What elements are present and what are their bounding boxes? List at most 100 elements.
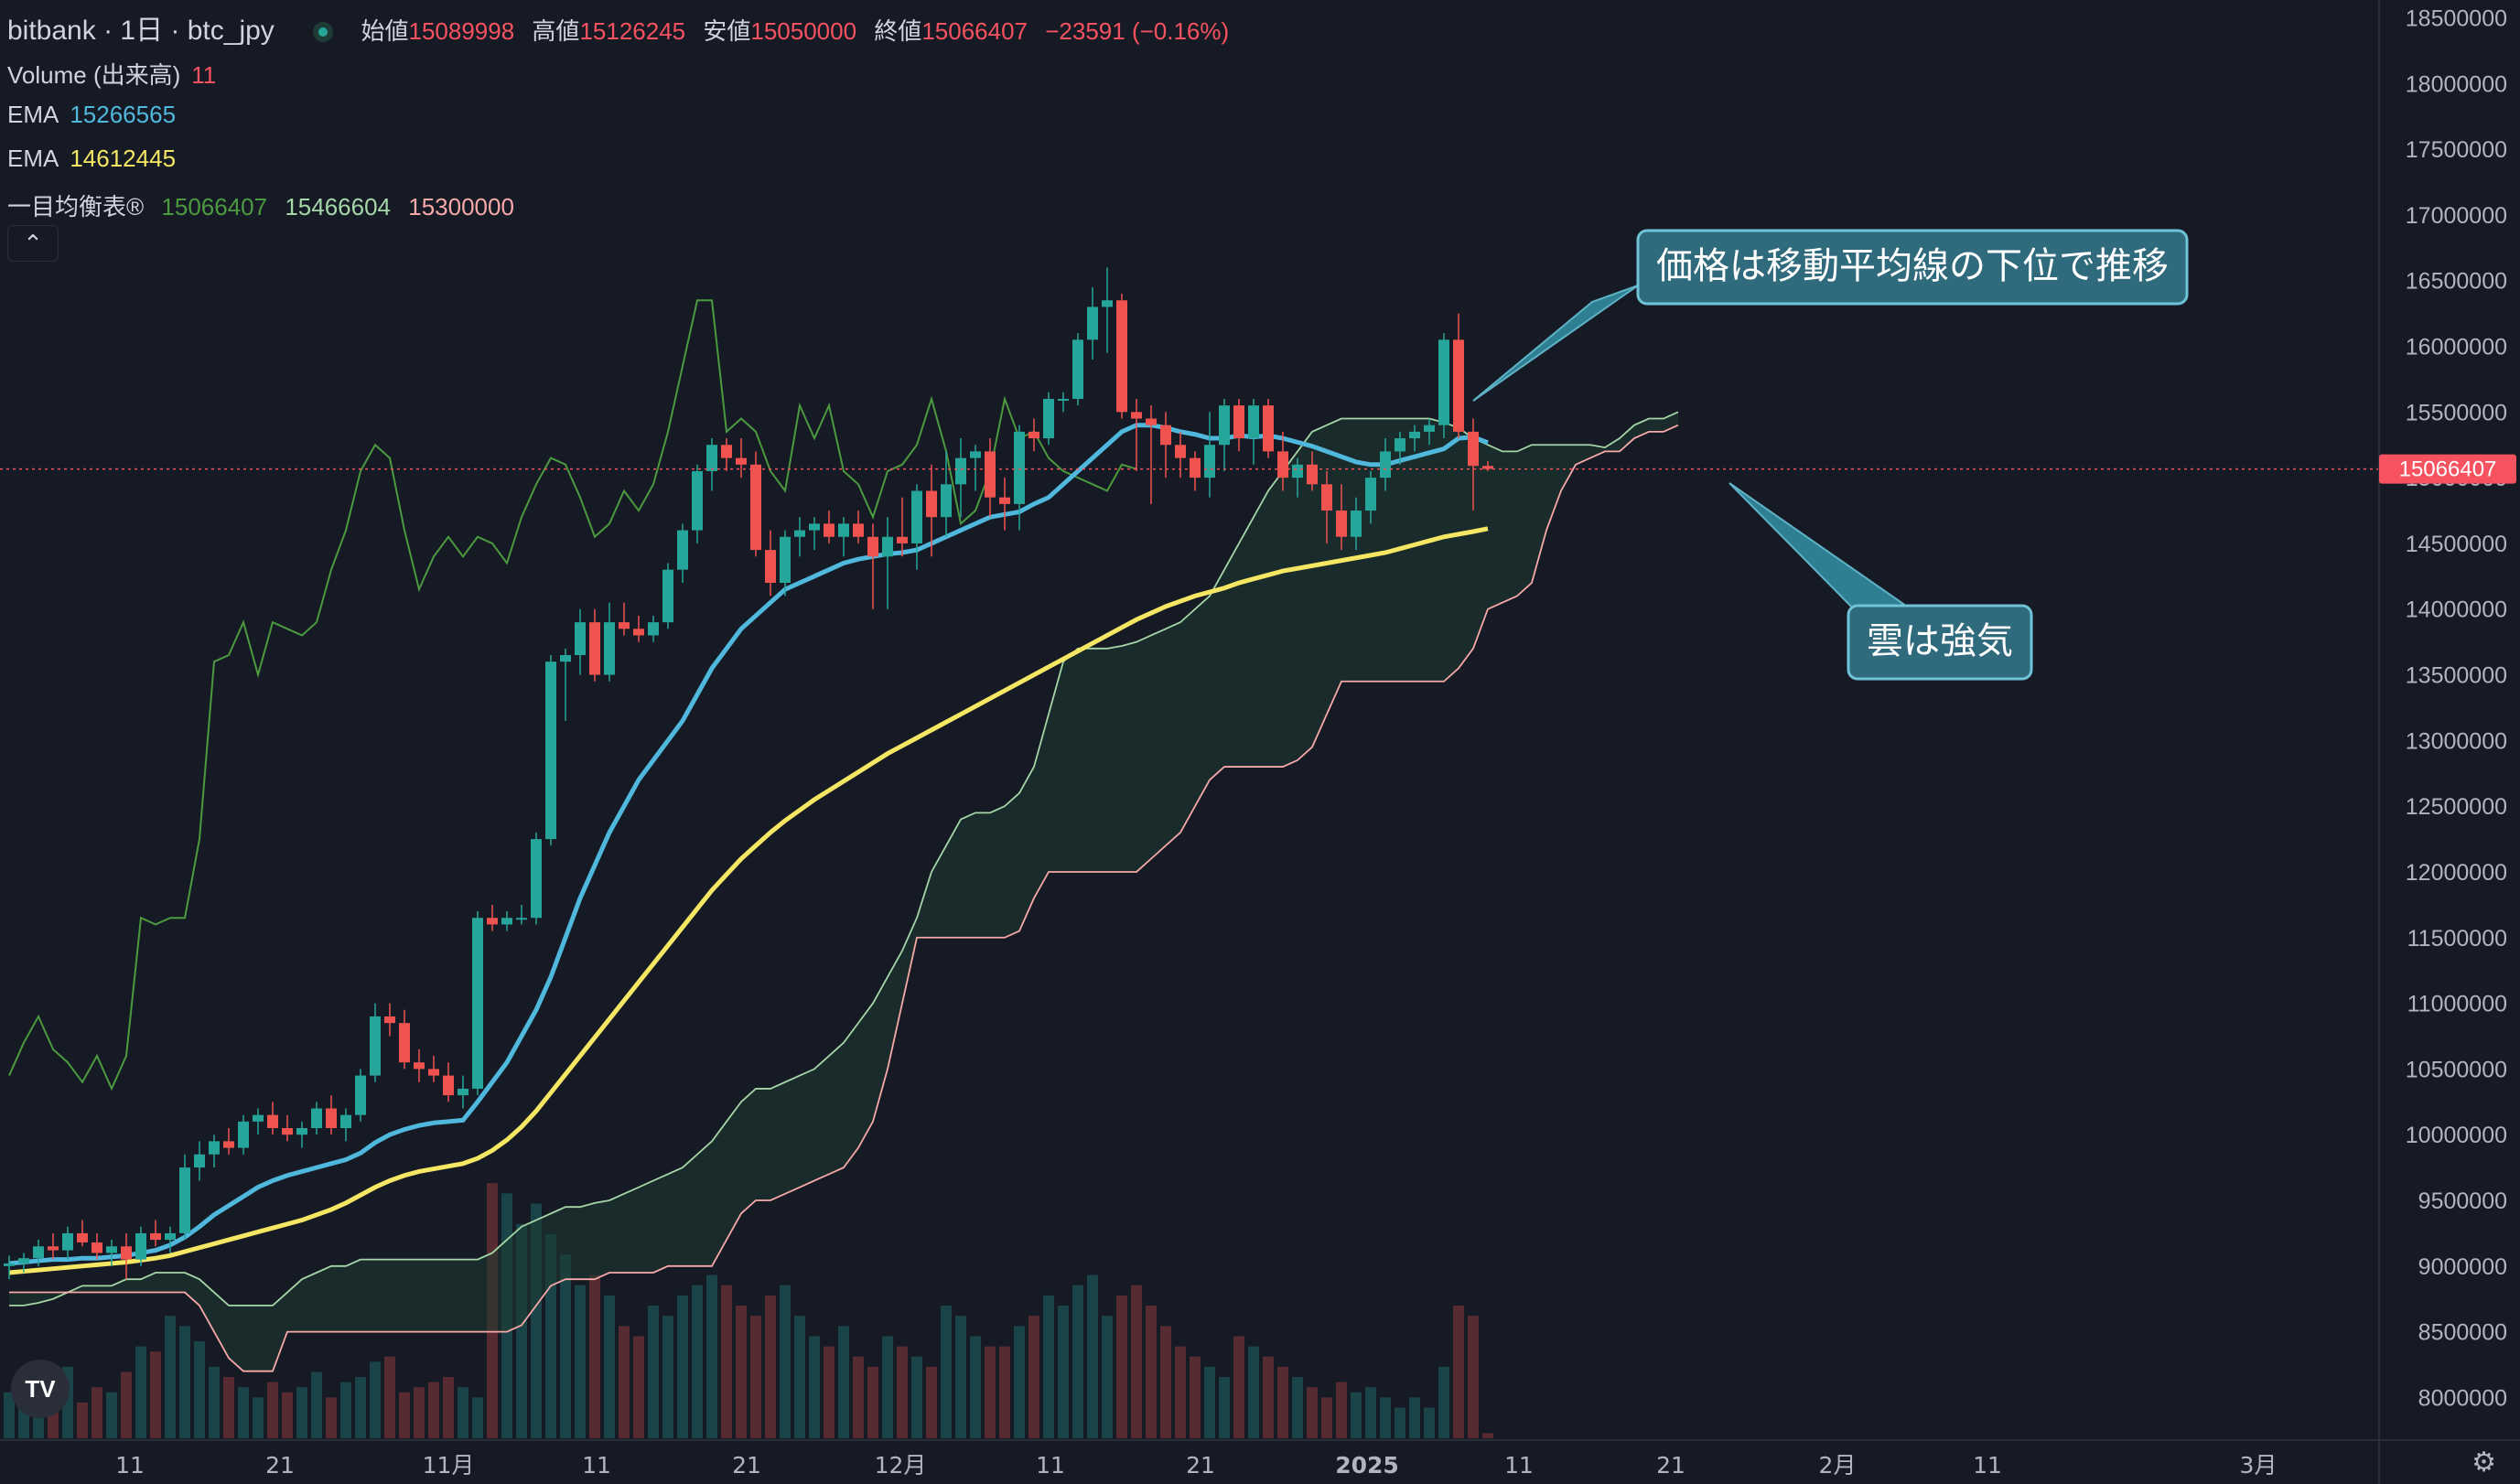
- volume-bar: [428, 1382, 439, 1438]
- candle-body: [1175, 445, 1186, 458]
- volume-bar: [853, 1356, 864, 1438]
- volume-bar: [458, 1387, 468, 1438]
- volume-bar: [179, 1326, 190, 1438]
- candle-body: [1292, 464, 1303, 479]
- time-axis[interactable]: 11 21 11月 11 21 12月 11 21 2025 11 21 2月 11 3月: [115, 1452, 2277, 1479]
- candle: [296, 1121, 307, 1148]
- high-value: 15126245: [579, 17, 686, 45]
- candle-body: [1468, 431, 1479, 467]
- candle-body: [296, 1128, 307, 1135]
- candle-body: [282, 1128, 293, 1135]
- candle: [399, 1009, 410, 1070]
- change-value: −23591 (−0.16%): [1045, 17, 1230, 45]
- volume-bar: [1043, 1295, 1054, 1438]
- volume-bar: [809, 1336, 820, 1438]
- candle-body: [77, 1232, 88, 1242]
- volume-bar: [1072, 1285, 1083, 1438]
- candle: [941, 451, 952, 537]
- candle: [384, 1003, 395, 1037]
- ema-fast-legend[interactable]: EMA 15266565: [7, 101, 187, 129]
- volume-bar: [867, 1366, 878, 1438]
- candle-body: [370, 1016, 381, 1076]
- volume-bar: [209, 1366, 220, 1438]
- candle-body: [794, 530, 805, 537]
- volume-bar: [77, 1402, 88, 1438]
- candle: [62, 1226, 73, 1260]
- candle-body: [560, 655, 571, 662]
- candle: [619, 602, 630, 636]
- symbol-legend[interactable]: bitbank · 1日 · btc_jpy 始値15089998 高値1512…: [7, 7, 1251, 48]
- candle: [1116, 294, 1127, 419]
- candle-body: [545, 661, 556, 840]
- time-tick-label: 11: [115, 1452, 145, 1479]
- ichimoku-legend[interactable]: 一目均衡表® 15066407 15466604 15300000: [7, 188, 525, 222]
- candle: [501, 911, 512, 931]
- candle-body: [633, 629, 644, 636]
- candle-body: [867, 536, 878, 557]
- annotation-callout-cloud[interactable]: [1847, 604, 2033, 681]
- volume-bar: [106, 1392, 117, 1438]
- price-tick-label: 17000000: [2406, 203, 2507, 229]
- time-tick-label: 12月: [875, 1452, 927, 1479]
- candle-body: [736, 457, 747, 465]
- candle: [1014, 425, 1025, 531]
- volume-bar: [926, 1366, 937, 1438]
- candle-body: [1321, 484, 1332, 511]
- candle: [135, 1226, 146, 1266]
- volume-bar: [355, 1377, 366, 1438]
- time-tick-label: 21: [1656, 1452, 1685, 1479]
- volume-bar: [1438, 1366, 1449, 1438]
- candle: [1424, 418, 1435, 446]
- candle: [238, 1114, 249, 1155]
- price-axis[interactable]: 18500000 18000000 17500000 17000000 16500000…: [2406, 5, 2507, 1411]
- time-tick-label: 11月: [423, 1452, 475, 1479]
- volume-bar: [589, 1274, 600, 1438]
- candle: [165, 1226, 176, 1253]
- candle-body: [677, 530, 688, 570]
- close-label: 終値: [874, 17, 922, 45]
- volume-bar: [1351, 1392, 1362, 1438]
- volume-bar: [970, 1336, 981, 1438]
- volume-bar: [1380, 1397, 1391, 1438]
- candle: [809, 517, 820, 551]
- candle: [326, 1095, 337, 1135]
- settings-gear-icon[interactable]: ⚙: [2472, 1447, 2496, 1478]
- candle-body: [1307, 464, 1318, 485]
- candle-body: [824, 523, 835, 537]
- candle-body: [106, 1246, 117, 1253]
- candle: [267, 1102, 278, 1135]
- candle: [1321, 470, 1332, 543]
- candle-body: [721, 445, 732, 458]
- volume-legend[interactable]: Volume (出来高) 11: [7, 57, 227, 91]
- candle-body: [18, 1258, 29, 1264]
- volume-label: Volume (出来高): [7, 61, 181, 89]
- time-tick-label: 21: [265, 1452, 295, 1479]
- candle: [882, 517, 893, 609]
- candle: [340, 1108, 351, 1142]
- open-value: 15089998: [408, 17, 515, 45]
- candlestick-series: [4, 267, 1493, 1280]
- ema-slow-legend[interactable]: EMA 14612445: [7, 145, 187, 173]
- collapse-legend-button[interactable]: ⌃: [7, 225, 59, 262]
- chevron-up-icon: ⌃: [23, 229, 43, 257]
- volume-bar: [414, 1387, 425, 1438]
- price-tick-label: 9500000: [2418, 1188, 2507, 1214]
- candle-body: [62, 1232, 73, 1251]
- high-label: 高値: [532, 17, 580, 45]
- volume-bar: [1204, 1366, 1215, 1438]
- annotation-callout-ema[interactable]: [1636, 229, 2189, 306]
- candle-body: [4, 1263, 15, 1266]
- volume-bar: [1058, 1306, 1069, 1438]
- candle: [18, 1253, 29, 1273]
- volume-bar: [1395, 1407, 1405, 1438]
- candle-body: [838, 523, 849, 537]
- tradingview-logo[interactable]: TV: [11, 1360, 70, 1418]
- candle-body: [267, 1114, 278, 1129]
- candle: [765, 530, 776, 597]
- candle-body: [809, 523, 820, 531]
- candle-body: [970, 451, 981, 458]
- candle: [589, 608, 600, 682]
- volume-bar: [1131, 1285, 1142, 1438]
- callout-pointer: [1472, 285, 1639, 402]
